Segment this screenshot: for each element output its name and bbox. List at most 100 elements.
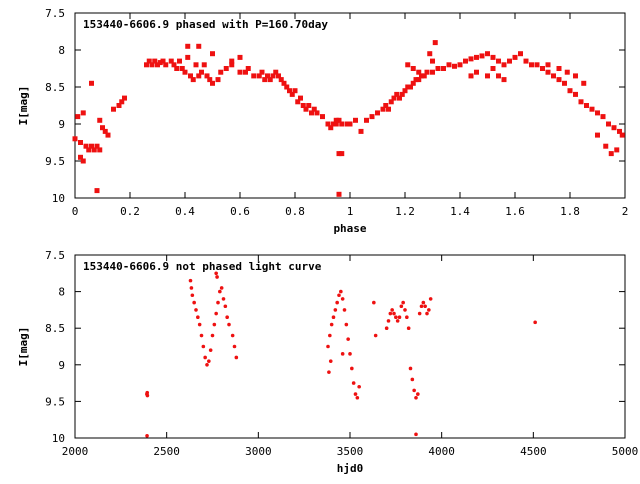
x-tick-label: 0 [72, 205, 79, 218]
data-point [430, 58, 435, 64]
x-tick-label: 4500 [520, 445, 547, 458]
data-point [97, 117, 103, 123]
data-point [340, 352, 345, 356]
data-point [256, 73, 262, 79]
chart-title: 153440-6606.9 not phased light curve [83, 260, 322, 273]
data-point [194, 308, 198, 312]
data-point [406, 326, 411, 331]
data-point [214, 311, 218, 316]
data-point [348, 352, 352, 356]
data-point [196, 315, 200, 320]
data-point [116, 103, 122, 108]
data-point [230, 333, 235, 338]
x-tick-label: 0.6 [230, 205, 250, 218]
data-point [463, 58, 468, 64]
data-point [335, 300, 339, 305]
data-point [144, 62, 149, 68]
data-point [383, 103, 389, 108]
data-point [75, 114, 81, 120]
data-point [545, 69, 551, 75]
data-point [327, 370, 331, 374]
data-point [490, 66, 496, 71]
data-point [405, 62, 411, 68]
data-point [344, 322, 349, 327]
data-point [292, 88, 298, 94]
x-tick-label: 1.4 [450, 205, 470, 218]
data-point [600, 114, 606, 120]
data-point [564, 69, 570, 75]
data-point [430, 69, 435, 75]
data-point [402, 88, 408, 94]
data-point [425, 311, 429, 316]
data-point [414, 395, 418, 400]
data-point [214, 271, 218, 276]
data-point [303, 106, 309, 112]
data-point [221, 297, 226, 301]
data-point [276, 73, 281, 79]
phased-light-curve-chart: 0 0.2 0.4 0.6 0.8 1 1.2 1.4 1.6 1.8 2 7.5 8 8.5 9 9.5 10… [17, 7, 628, 235]
data-point [160, 58, 166, 64]
data-point [171, 62, 177, 68]
data-point [347, 121, 353, 127]
data-point [336, 151, 342, 157]
data-point [390, 308, 394, 312]
y-tick-label: 8.5 [45, 81, 65, 94]
data-point [94, 143, 100, 149]
data-point [340, 297, 345, 301]
data-point [219, 286, 224, 290]
data-point [190, 293, 195, 298]
data-point [446, 62, 452, 68]
data-point [333, 121, 339, 127]
x-tick-label: 3000 [245, 445, 272, 458]
data-point [403, 308, 407, 312]
data-point [229, 62, 235, 68]
data-point [192, 300, 196, 305]
data-point [413, 77, 419, 83]
data-point [501, 77, 507, 83]
x-tick-label: 3500 [337, 445, 364, 458]
data-point [342, 308, 347, 312]
chart-title: 153440-6606.9 phased with P=160.70day [83, 18, 328, 31]
data-point [232, 344, 237, 349]
data-point [507, 58, 512, 64]
data-point [496, 58, 501, 64]
data-point [215, 77, 221, 83]
data-point [204, 73, 210, 79]
x-axis-label: phase [333, 222, 366, 235]
data-point [145, 393, 150, 398]
data-point [223, 66, 229, 71]
data-point [157, 60, 163, 66]
data-point [421, 300, 426, 305]
data-point [311, 106, 317, 112]
x-tick-label: 0.8 [285, 205, 305, 218]
y-tick-label: 7.5 [45, 7, 65, 20]
data-point [346, 337, 350, 341]
data-point [419, 304, 424, 309]
data-point [336, 117, 342, 123]
unphased-light-curve-chart: 2000 2500 3000 3500 4000 4500 5000 7.5 8 8.5 9 9.5 1… [17, 249, 638, 475]
data-point [417, 311, 422, 316]
data-point [410, 80, 416, 86]
data-point [267, 77, 273, 83]
plot-frame [74, 254, 626, 439]
data-point [581, 80, 587, 86]
data-point [333, 308, 338, 312]
data-point [188, 278, 193, 283]
data-point [155, 62, 160, 68]
data-point [485, 51, 490, 57]
data-point [355, 395, 360, 400]
data-point [339, 121, 345, 127]
data-point [386, 106, 391, 112]
data-point [207, 77, 213, 83]
x-tick-label: 1.8 [560, 205, 580, 218]
data-point [617, 128, 622, 134]
y-tick-label: 7.5 [45, 249, 65, 262]
data-point [452, 63, 457, 69]
data-point [518, 51, 523, 57]
data-point [350, 366, 354, 371]
data-point [218, 69, 224, 75]
data-point [234, 355, 239, 360]
data-point [416, 392, 420, 396]
data-point [177, 58, 182, 64]
